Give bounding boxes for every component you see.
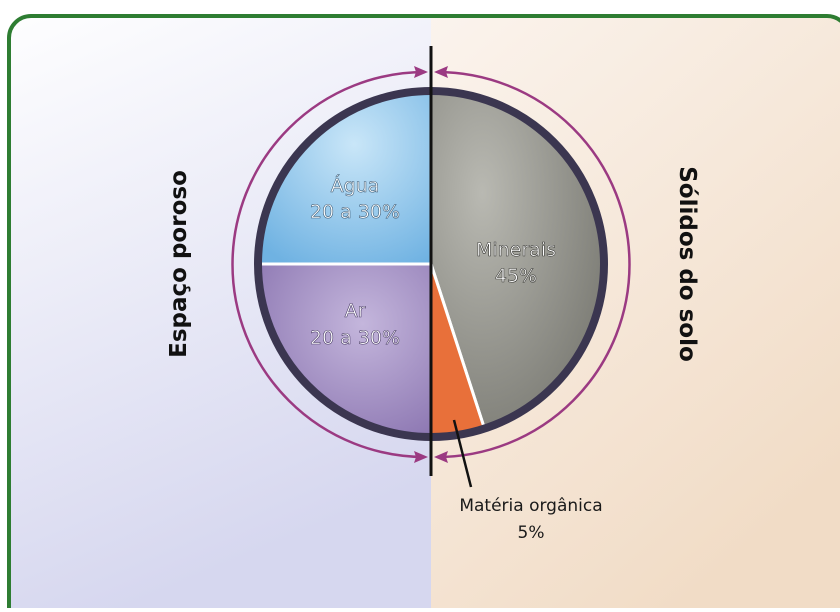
frame-border bbox=[7, 14, 840, 612]
slice-value-agua: 20 a 30% bbox=[310, 201, 400, 223]
arrow-bottom-right-icon bbox=[434, 451, 448, 463]
slice-label-ar: Ar bbox=[345, 300, 366, 322]
side-label-left: Espaço poroso bbox=[166, 170, 192, 358]
slice-value-ar: 20 a 30% bbox=[310, 327, 400, 349]
arrow-bottom-left-icon bbox=[414, 451, 428, 463]
arrow-top-left-icon bbox=[414, 66, 428, 78]
outer-ring-left-arc bbox=[231, 70, 426, 459]
slice-label-agua: Água bbox=[331, 174, 380, 197]
slice-label-minerais: Minerais bbox=[476, 239, 556, 261]
outer-ring-right-arc bbox=[436, 70, 631, 459]
slice-value-minerais: 45% bbox=[495, 265, 537, 287]
pie-slices bbox=[258, 91, 604, 437]
slice-value-materia: 5% bbox=[518, 523, 545, 543]
arrow-top-right-icon bbox=[434, 66, 448, 78]
slice-label-materia: Matéria orgânica bbox=[459, 496, 602, 516]
side-label-right: Sólidos do solo bbox=[674, 166, 700, 362]
materia-leader-line bbox=[452, 419, 473, 488]
